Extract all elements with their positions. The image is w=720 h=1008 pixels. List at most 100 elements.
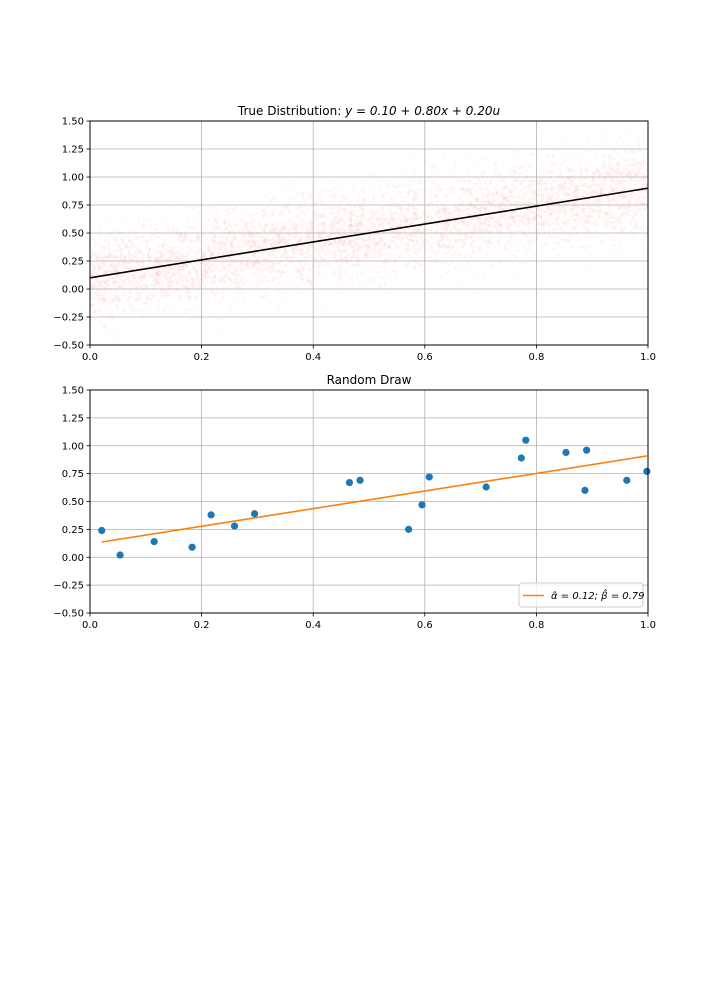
cloud-point (235, 206, 238, 209)
cloud-point (514, 188, 517, 191)
cloud-point (389, 235, 392, 238)
cloud-point (444, 166, 447, 169)
cloud-point (507, 188, 510, 191)
cloud-point (468, 267, 471, 270)
cloud-point (219, 275, 222, 278)
cloud-point (325, 214, 328, 217)
cloud-point (371, 174, 374, 177)
cloud-point (231, 272, 234, 275)
cloud-point (555, 212, 558, 215)
cloud-point (139, 279, 142, 282)
cloud-point (377, 275, 380, 278)
cloud-point (417, 257, 420, 260)
cloud-point (233, 286, 236, 289)
cloud-point (514, 170, 517, 173)
cloud-point (549, 229, 552, 232)
cloud-point (398, 247, 401, 250)
cloud-point (392, 190, 395, 193)
cloud-point (568, 193, 571, 196)
cloud-point (218, 217, 221, 220)
cloud-point (574, 226, 577, 229)
cloud-point (496, 196, 499, 199)
cloud-point (589, 242, 592, 245)
cloud-point (437, 200, 440, 203)
cloud-point (318, 250, 321, 253)
cloud-point (333, 246, 336, 249)
cloud-point (585, 266, 588, 269)
cloud-point (553, 242, 556, 245)
cloud-point (345, 197, 348, 200)
cloud-point (627, 213, 630, 216)
cloud-point (459, 198, 462, 201)
cloud-point (599, 155, 602, 158)
cloud-point (623, 166, 626, 169)
cloud-point (192, 227, 195, 230)
cloud-point (557, 253, 560, 256)
cloud-point (636, 182, 639, 185)
cloud-point (582, 227, 585, 230)
cloud-point (419, 143, 422, 146)
cloud-point (545, 238, 548, 241)
cloud-point (572, 257, 575, 260)
cloud-point (613, 244, 616, 247)
cloud-point (386, 238, 389, 241)
cloud-point (219, 301, 222, 304)
cloud-point (588, 235, 591, 238)
cloud-point (271, 278, 274, 281)
cloud-point (135, 299, 138, 302)
cloud-point (339, 184, 342, 187)
cloud-point (381, 200, 384, 203)
cloud-point (249, 272, 252, 275)
cloud-point (605, 188, 608, 191)
cloud-point (117, 329, 120, 332)
cloud-point (308, 268, 311, 271)
cloud-point (540, 142, 543, 145)
cloud-point (182, 273, 185, 276)
cloud-point (510, 230, 513, 233)
cloud-point (272, 257, 275, 260)
cloud-point (231, 199, 234, 202)
cloud-point (626, 165, 629, 168)
cloud-point (527, 260, 530, 263)
cloud-point (239, 245, 242, 248)
cloud-point (252, 280, 255, 283)
cloud-point (339, 254, 342, 257)
cloud-point (160, 291, 163, 294)
cloud-point (407, 247, 410, 250)
cloud-point (383, 237, 386, 240)
cloud-point (642, 172, 645, 175)
cloud-point (488, 241, 491, 244)
cloud-point (471, 219, 474, 222)
cloud-point (148, 274, 151, 277)
cloud-point (130, 247, 133, 250)
cloud-point (409, 178, 412, 181)
cloud-point (281, 299, 284, 302)
cloud-point (350, 240, 353, 243)
cloud-point (299, 283, 302, 286)
cloud-point (604, 137, 607, 140)
cloud-point (140, 298, 143, 301)
cloud-point (380, 270, 383, 273)
cloud-point (228, 264, 231, 267)
cloud-point (408, 155, 411, 158)
cloud-point (242, 198, 245, 201)
cloud-point (432, 250, 435, 253)
cloud-point (185, 250, 188, 253)
cloud-point (155, 222, 158, 225)
cloud-point (306, 279, 309, 282)
cloud-point (375, 179, 378, 182)
cloud-point (135, 272, 138, 275)
cloud-point (285, 270, 288, 273)
cloud-point (226, 214, 229, 217)
cloud-point (503, 161, 506, 164)
cloud-point (301, 196, 304, 199)
cloud-point (633, 237, 636, 240)
cloud-point (181, 279, 184, 282)
cloud-point (530, 181, 533, 184)
cloud-point (190, 239, 193, 242)
cloud-point (228, 270, 231, 273)
cloud-point (603, 171, 606, 174)
cloud-point (292, 264, 295, 267)
cloud-point (293, 196, 296, 199)
cloud-point (582, 195, 585, 198)
